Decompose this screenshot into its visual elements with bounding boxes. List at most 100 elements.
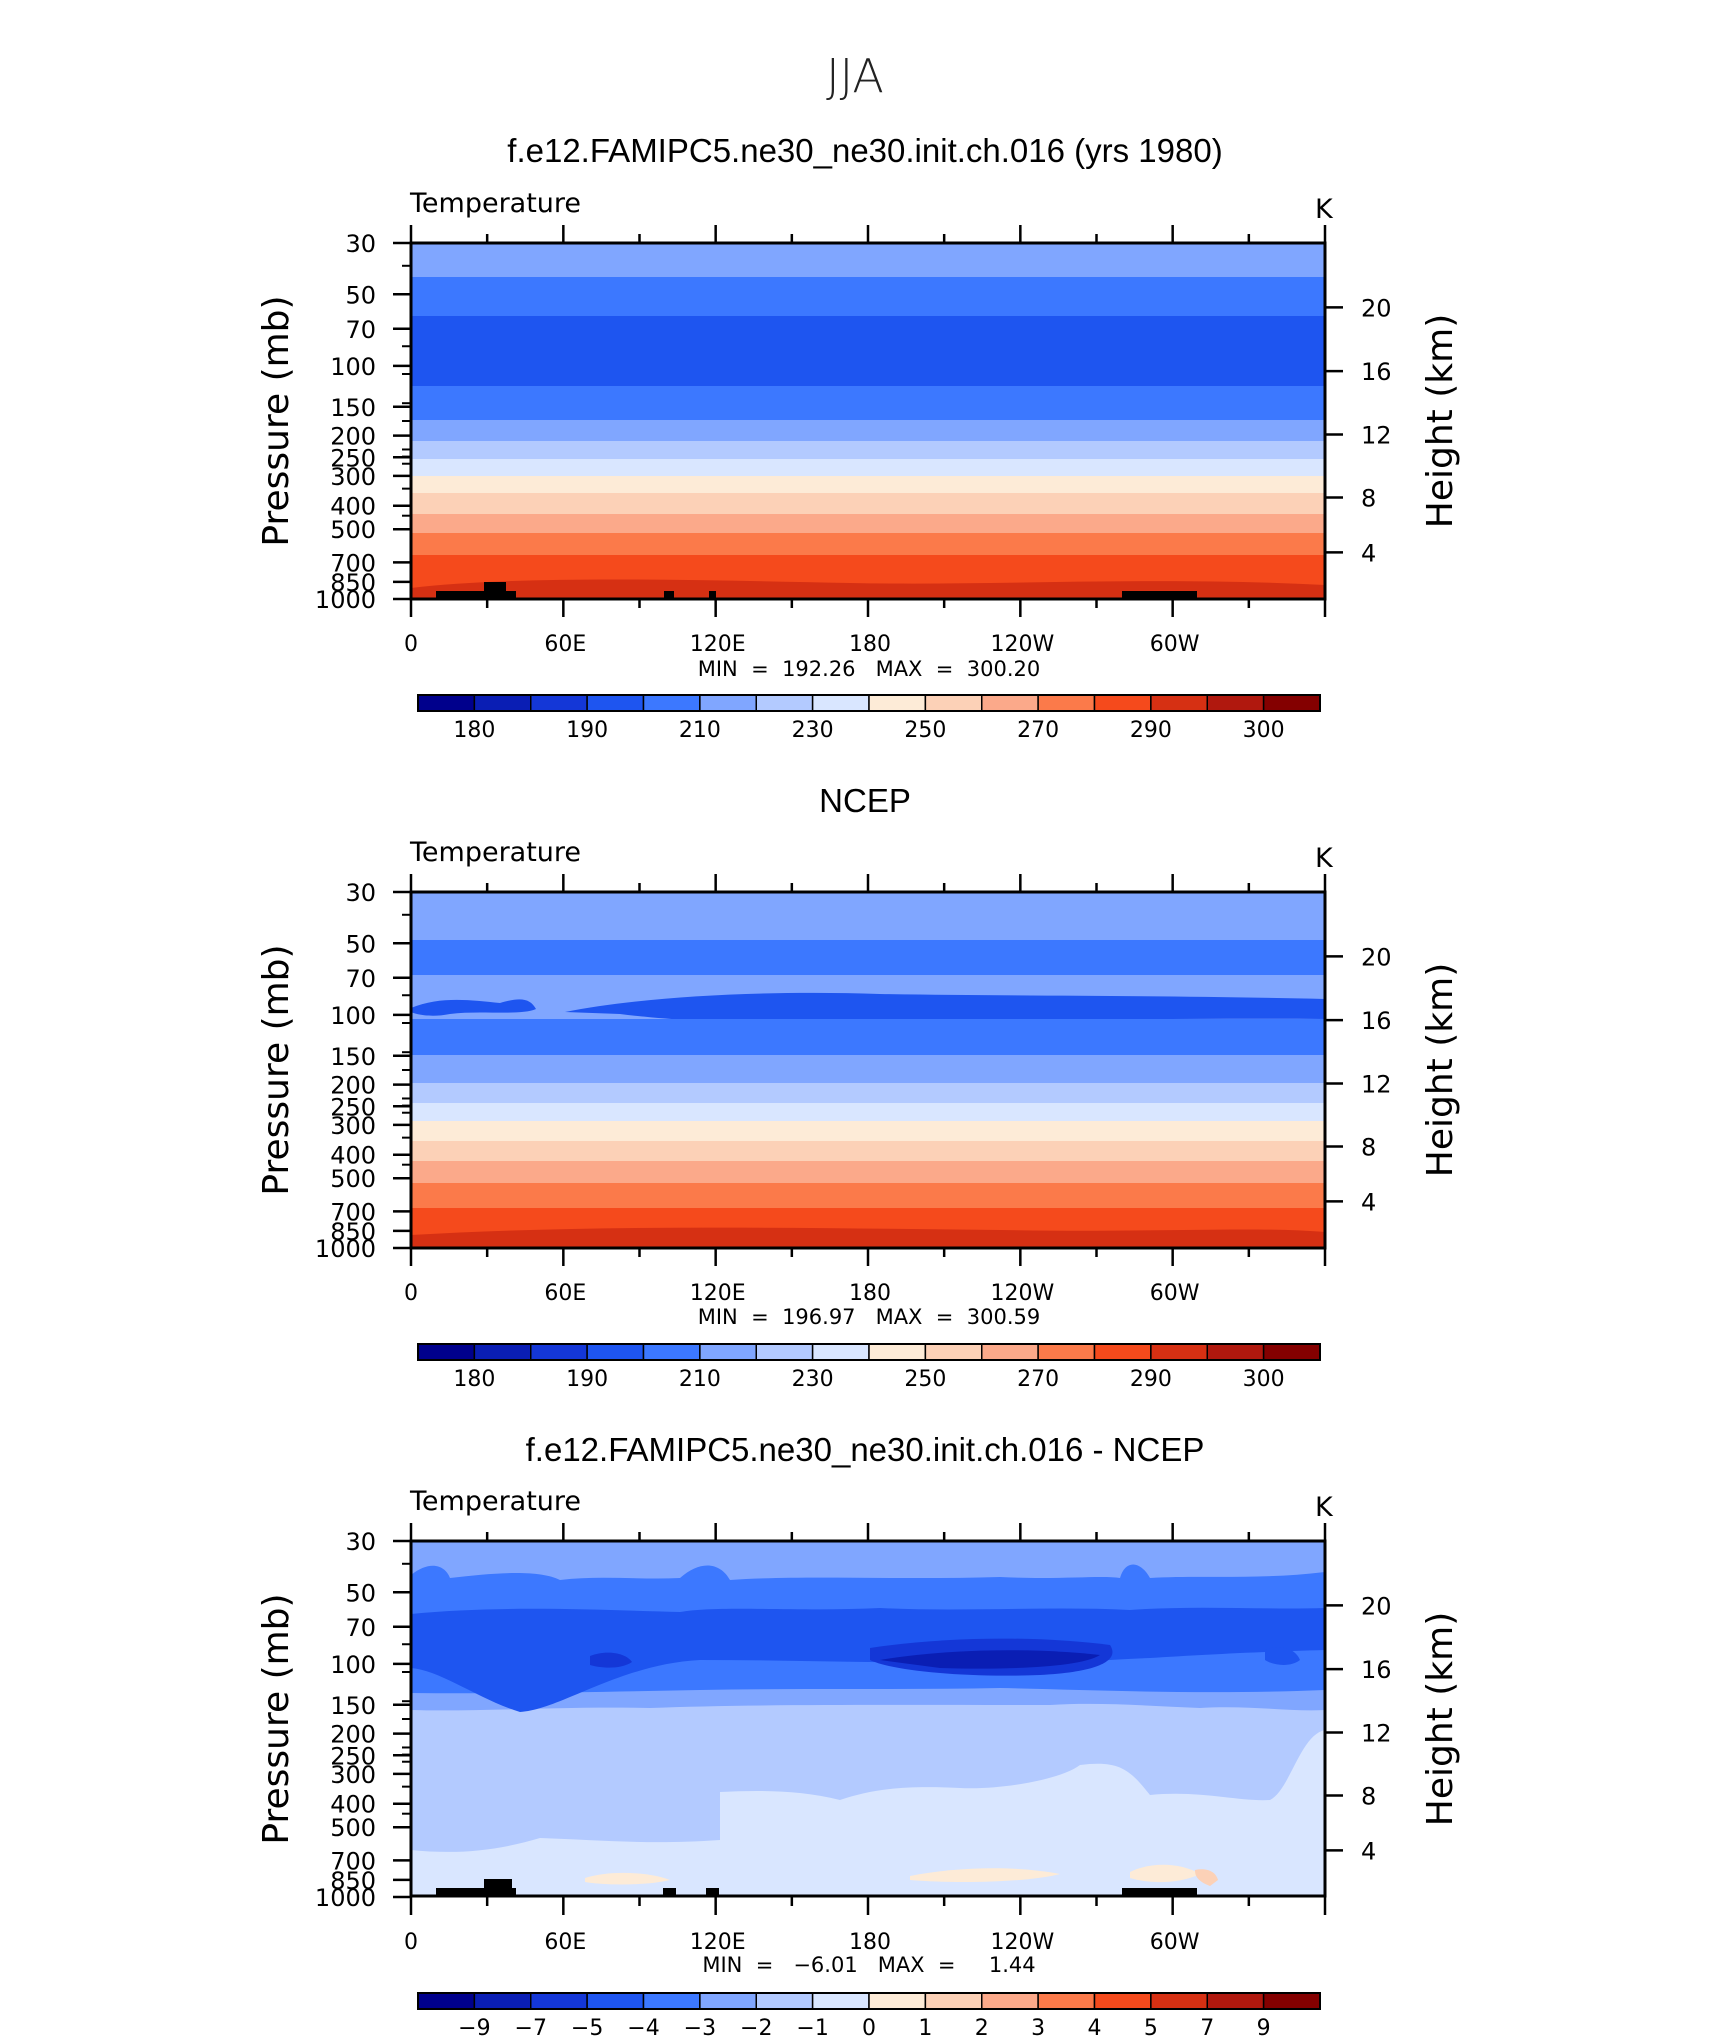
contour-plot — [409, 1539, 1327, 1898]
y-tick-label: 50 — [345, 930, 376, 958]
colorbar-swatch — [1037, 1343, 1096, 1361]
colorbar-swatch — [586, 1343, 645, 1361]
colorbar-swatch — [924, 1343, 983, 1361]
variable-label: Temperature — [409, 837, 581, 868]
y-tick-label: 500 — [330, 1165, 376, 1193]
colorbar-label: 190 — [566, 718, 608, 743]
x-tick-label: 120W — [990, 1930, 1054, 1955]
y-tick-label: 400 — [330, 1791, 376, 1819]
variable-label: Temperature — [409, 188, 581, 219]
x-tick-label: 0 — [404, 632, 418, 657]
colorbar-swatch — [586, 1992, 645, 2010]
colorbar-swatch — [1150, 694, 1208, 712]
y-tick-label: 150 — [330, 1692, 376, 1720]
colorbar-swatch — [1037, 694, 1096, 712]
x-tick-label: 120E — [690, 1281, 746, 1306]
colorbar-label: 290 — [1130, 718, 1172, 743]
y-tick-label: 250 — [330, 444, 376, 472]
colorbar-label: 250 — [904, 1367, 946, 1392]
x-tick-label: 60W — [1150, 1930, 1200, 1955]
panel-title: f.e12.FAMIPC5.ne30_ne30.init.ch.016 - NC… — [526, 1431, 1205, 1468]
colorbar-frame — [417, 694, 1321, 712]
colorbar-swatch — [924, 694, 983, 712]
panel-title: NCEP — [819, 782, 911, 819]
axes: 0 60E 120E 180 120W 60W3050701001502002503004… — [315, 225, 1392, 657]
colorbar-label: 180 — [453, 1367, 495, 1392]
colorbar-label: −2 — [740, 2016, 772, 2038]
units-label: K — [1315, 194, 1334, 225]
y-tick-label: 700 — [330, 549, 376, 577]
colorbar-swatch — [811, 694, 870, 712]
colorbar-swatch — [417, 1343, 476, 1361]
x-tick-label: 180 — [849, 1930, 891, 1955]
y-axis-label: Pressure (mb) — [256, 295, 297, 546]
colorbar-label: 180 — [453, 718, 495, 743]
colorbar: 180 190 210 230 250 270 290 300 — [417, 1343, 1321, 1392]
colorbar-label: 0 — [862, 2016, 876, 2038]
y-tick-label: 400 — [330, 493, 376, 521]
colorbar-label: 270 — [1017, 718, 1059, 743]
y2-tick-label: 16 — [1361, 358, 1392, 386]
colorbar-swatch — [586, 694, 645, 712]
colorbar-swatch — [755, 694, 814, 712]
units-label: K — [1315, 843, 1334, 874]
colorbar-swatch — [417, 694, 476, 712]
y2-tick-label: 8 — [1361, 485, 1376, 513]
colorbar-swatch — [473, 1343, 532, 1361]
x-tick-label: 180 — [849, 1281, 891, 1306]
colorbar-swatch — [473, 694, 532, 712]
y2-axis-label: Height (km) — [1420, 314, 1461, 528]
y-tick-label: 1000 — [315, 1884, 376, 1912]
colorbar-swatch — [530, 1992, 588, 2010]
colorbar-swatch — [1206, 1992, 1265, 2010]
x-tick-label: 120E — [690, 1930, 746, 1955]
y-tick-label: 500 — [330, 516, 376, 544]
colorbar-swatch — [699, 1992, 757, 2010]
y-tick-label: 200 — [330, 423, 376, 451]
x-tick-label: 120W — [990, 1281, 1054, 1306]
y-tick-label: 50 — [345, 281, 376, 309]
colorbar: −9 −7 −5 −4 −3 −2 −1 0 1 2 3 4 5 7 9 — [417, 1992, 1321, 2038]
y2-tick-label: 8 — [1361, 1134, 1376, 1162]
y-axis-label: Pressure (mb) — [256, 1593, 297, 1844]
y-tick-label: 200 — [330, 1721, 376, 1749]
colorbar-label: −5 — [571, 2016, 603, 2038]
colorbar-swatch — [642, 694, 701, 712]
y2-tick-label: 4 — [1361, 1188, 1376, 1216]
colorbar-frame — [417, 1343, 1321, 1361]
y-tick-label: 1000 — [315, 586, 376, 614]
colorbar-swatch — [1093, 694, 1152, 712]
page-title: JJA — [826, 49, 884, 103]
y-tick-label: 300 — [330, 1112, 376, 1140]
colorbar-swatch — [1206, 694, 1265, 712]
colorbar-swatch — [868, 694, 927, 712]
y2-tick-label: 16 — [1361, 1656, 1392, 1684]
colorbar-label: −7 — [515, 2016, 547, 2038]
colorbar-label: 210 — [679, 718, 721, 743]
colorbar-swatch — [1262, 1992, 1321, 2010]
colorbar-label: −4 — [627, 2016, 659, 2038]
y-tick-label: 850 — [330, 1867, 376, 1895]
variable-label: Temperature — [409, 1486, 581, 1517]
colorbar-swatch — [981, 1343, 1039, 1361]
stats-label: MIN = 196.97 MAX = 300.59 — [698, 1305, 1040, 1329]
y-tick-label: 100 — [330, 1002, 376, 1030]
y2-tick-label: 20 — [1361, 1592, 1392, 1620]
colorbar-swatch — [417, 1992, 476, 2010]
y2-tick-label: 4 — [1361, 539, 1376, 567]
colorbar-swatch — [642, 1343, 701, 1361]
y-tick-label: 700 — [330, 1847, 376, 1875]
colorbar-swatch — [699, 1343, 757, 1361]
colorbar-label: 230 — [792, 718, 834, 743]
y2-axis-label: Height (km) — [1420, 1612, 1461, 1826]
colorbar-label: 3 — [1031, 2016, 1045, 2038]
colorbar-label: 9 — [1257, 2016, 1271, 2038]
stats-label: MIN = −6.01 MAX = 1.44 — [702, 1953, 1035, 1977]
y-tick-label: 400 — [330, 1142, 376, 1170]
y-tick-label: 250 — [330, 1093, 376, 1121]
y2-tick-label: 12 — [1361, 1720, 1392, 1748]
units-label: K — [1315, 1492, 1334, 1523]
panel-model: f.e12.FAMIPC5.ne30_ne30.init.ch.016 (yrs… — [256, 132, 1461, 743]
colorbar-swatch — [924, 1992, 983, 2010]
